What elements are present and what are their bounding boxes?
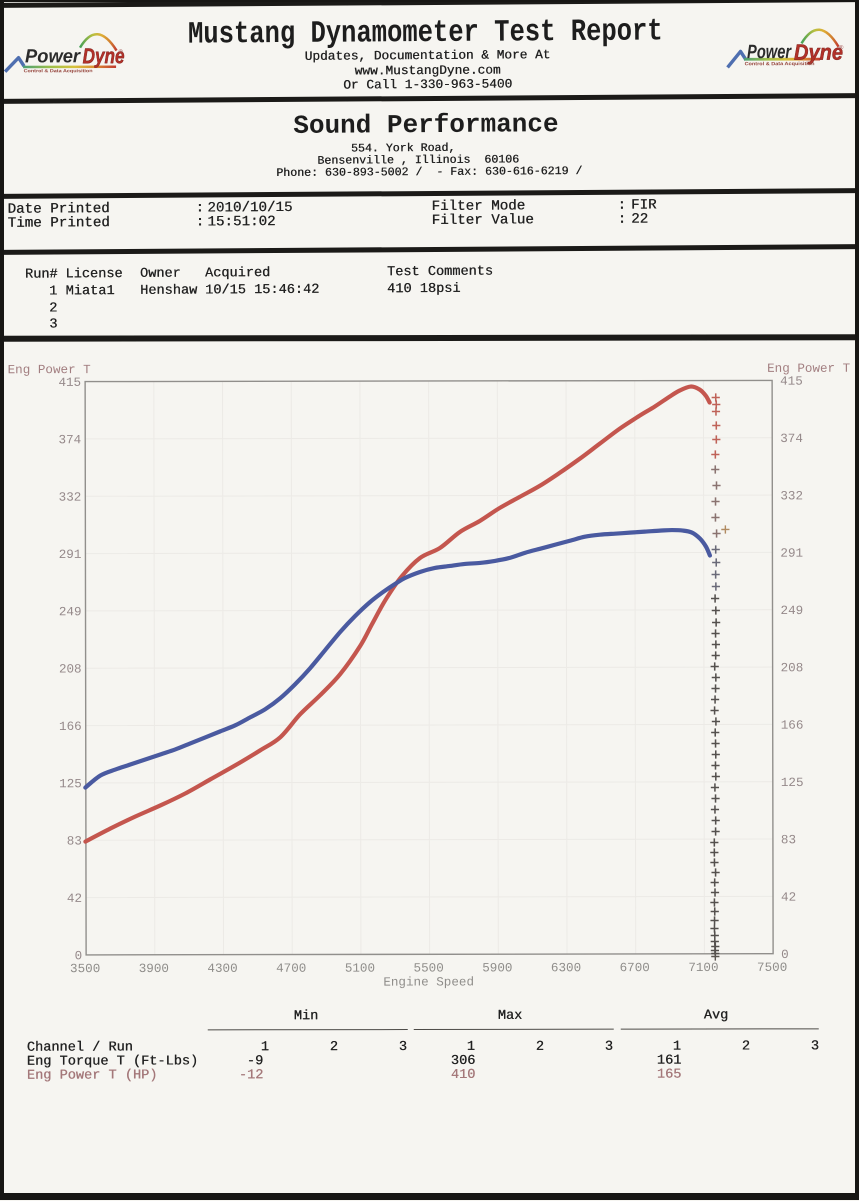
svg-text:6700: 6700	[620, 961, 650, 975]
svg-text:42: 42	[781, 891, 796, 905]
svg-text:Control & Data Acquisition: Control & Data Acquisition	[745, 61, 815, 67]
svg-text:42: 42	[67, 892, 82, 906]
svg-text:4700: 4700	[276, 962, 306, 976]
svg-text:332: 332	[780, 489, 803, 503]
svg-text:3500: 3500	[70, 962, 100, 976]
svg-text:374: 374	[780, 432, 803, 446]
svg-text:5900: 5900	[482, 961, 512, 975]
svg-text:208: 208	[781, 661, 804, 675]
svg-text:83: 83	[781, 833, 796, 847]
svg-text:Engine Speed: Engine Speed	[383, 975, 474, 989]
svg-text:415: 415	[58, 376, 81, 390]
svg-text:166: 166	[781, 719, 804, 733]
svg-text:Eng Power T: Eng Power T	[8, 363, 92, 377]
svg-text:291: 291	[780, 547, 803, 561]
svg-text:®: ®	[839, 44, 844, 51]
svg-text:291: 291	[59, 548, 82, 562]
svg-text:®: ®	[119, 49, 124, 56]
svg-text:3900: 3900	[139, 962, 169, 976]
svg-text:4300: 4300	[207, 962, 237, 976]
svg-text:249: 249	[59, 605, 82, 619]
svg-text:0: 0	[781, 948, 789, 962]
svg-text:Dyne: Dyne	[83, 44, 125, 68]
svg-text:0: 0	[75, 949, 83, 963]
svg-text:374: 374	[59, 433, 82, 447]
svg-text:249: 249	[781, 604, 804, 618]
svg-text:Dyne: Dyne	[794, 40, 843, 65]
svg-text:415: 415	[780, 375, 803, 389]
svg-text:166: 166	[59, 720, 82, 734]
svg-text:332: 332	[59, 491, 82, 505]
svg-text:Power: Power	[25, 46, 82, 67]
svg-text:7500: 7500	[757, 961, 787, 975]
svg-text:Power: Power	[747, 41, 792, 63]
svg-text:5100: 5100	[345, 962, 375, 976]
svg-text:125: 125	[59, 777, 82, 791]
svg-text:Eng Power T: Eng Power T	[767, 362, 851, 376]
svg-text:83: 83	[67, 835, 82, 849]
svg-text:125: 125	[781, 776, 804, 790]
svg-text:Control & Data Acquisition: Control & Data Acquisition	[24, 68, 93, 73]
svg-text:208: 208	[59, 663, 82, 677]
svg-text:6300: 6300	[551, 961, 581, 975]
svg-text:7100: 7100	[688, 961, 718, 975]
svg-text:5500: 5500	[414, 961, 444, 975]
